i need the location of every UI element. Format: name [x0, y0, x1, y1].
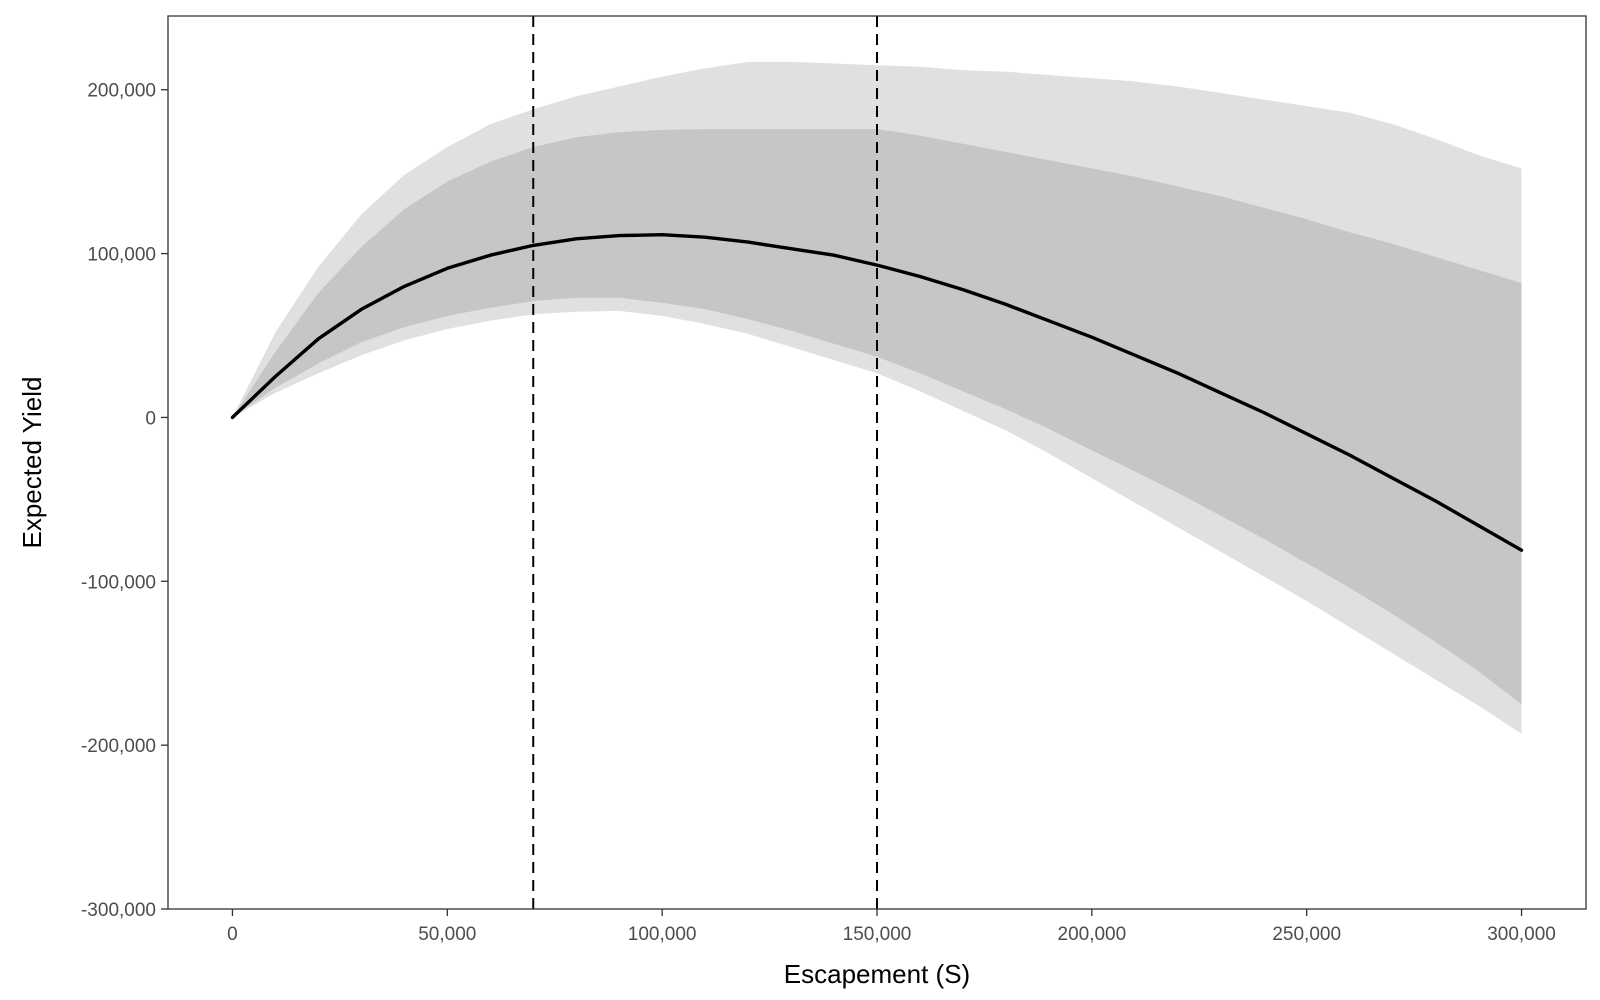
y-tick-label: -200,000: [81, 736, 156, 757]
y-axis-title: Expected Yield: [17, 376, 47, 548]
band-inner: [232, 129, 1522, 705]
x-tick-label: 150,000: [843, 924, 912, 945]
y-tick-label: 0: [145, 408, 156, 429]
y-tick-label: -100,000: [81, 572, 156, 593]
uncertainty-bands: [232, 61, 1522, 734]
series-lines: [230, 232, 1524, 552]
series-line-1: [230, 232, 1524, 552]
x-tick-label: 50,000: [418, 924, 476, 945]
x-tick-label: 200,000: [1058, 924, 1127, 945]
x-axis: 0 50,000 100,000 150,000 200,000 250,000 300,0…: [227, 909, 1556, 945]
reference-lines: [532, 16, 878, 909]
y-axis: -300,000 -200,000 -100,000 0 100,000 200,000: [81, 81, 168, 921]
x-tick-label: 0: [227, 924, 238, 945]
x-tick-label: 250,000: [1272, 924, 1341, 945]
y-tick-label: -300,000: [81, 900, 156, 921]
y-tick-label: 200,000: [87, 81, 156, 102]
x-tick-label: 100,000: [628, 924, 697, 945]
x-tick-label: 300,000: [1487, 924, 1556, 945]
y-tick-label: 100,000: [87, 245, 156, 266]
x-axis-title: Escapement (S): [784, 959, 970, 989]
